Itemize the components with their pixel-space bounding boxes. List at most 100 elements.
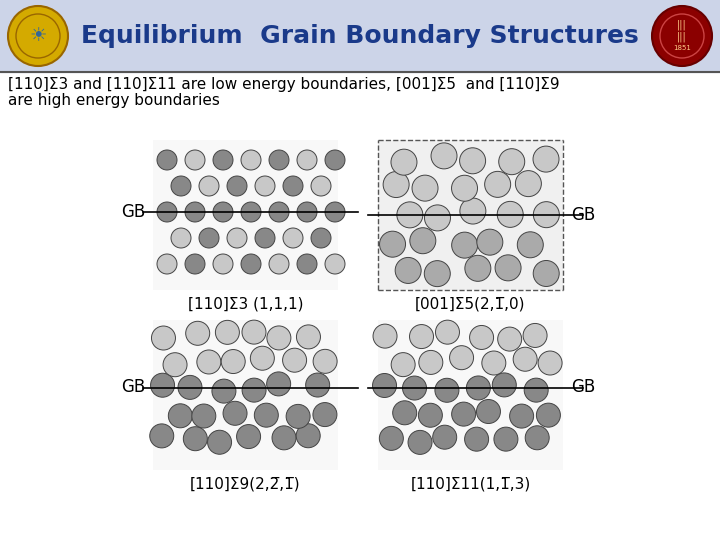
Circle shape — [536, 403, 560, 427]
Circle shape — [431, 143, 457, 169]
Circle shape — [171, 228, 191, 248]
Circle shape — [465, 255, 491, 281]
Circle shape — [510, 404, 534, 428]
Circle shape — [213, 150, 233, 170]
Circle shape — [282, 348, 307, 372]
Circle shape — [402, 376, 426, 400]
Circle shape — [477, 229, 503, 255]
Circle shape — [157, 150, 177, 170]
Circle shape — [297, 202, 317, 222]
Circle shape — [449, 346, 474, 370]
Text: GB: GB — [121, 203, 145, 221]
Circle shape — [297, 325, 320, 349]
Circle shape — [8, 6, 68, 66]
Circle shape — [373, 324, 397, 348]
Circle shape — [241, 254, 261, 274]
Circle shape — [221, 349, 246, 374]
Circle shape — [392, 401, 417, 425]
Circle shape — [251, 346, 274, 370]
Circle shape — [325, 202, 345, 222]
Text: [110]Σ9(2,2̅,1̅): [110]Σ9(2,2̅,1̅) — [190, 476, 301, 491]
Circle shape — [242, 320, 266, 344]
Circle shape — [517, 232, 544, 258]
Circle shape — [397, 202, 423, 228]
Text: GB: GB — [571, 379, 595, 396]
Circle shape — [433, 425, 456, 449]
Circle shape — [424, 261, 450, 287]
Text: |||
|||: ||| ||| — [677, 19, 687, 42]
Circle shape — [269, 150, 289, 170]
Circle shape — [178, 375, 202, 400]
Circle shape — [199, 176, 219, 196]
Text: are high energy boundaries: are high energy boundaries — [8, 92, 220, 107]
Circle shape — [412, 175, 438, 201]
Circle shape — [410, 325, 433, 348]
Circle shape — [283, 228, 303, 248]
Circle shape — [485, 171, 510, 197]
Circle shape — [269, 254, 289, 274]
Circle shape — [311, 228, 331, 248]
Circle shape — [171, 176, 191, 196]
Circle shape — [227, 176, 247, 196]
Circle shape — [199, 228, 219, 248]
Circle shape — [492, 373, 516, 397]
Circle shape — [272, 426, 296, 450]
Circle shape — [395, 258, 421, 284]
Circle shape — [151, 326, 176, 350]
Text: GB: GB — [121, 379, 145, 396]
Circle shape — [495, 255, 521, 281]
Circle shape — [269, 202, 289, 222]
Circle shape — [435, 379, 459, 402]
Circle shape — [391, 353, 415, 376]
Circle shape — [418, 403, 442, 427]
Circle shape — [498, 201, 523, 227]
Circle shape — [150, 424, 174, 448]
Circle shape — [283, 176, 303, 196]
Text: ☀: ☀ — [30, 26, 47, 45]
Circle shape — [451, 176, 477, 201]
Circle shape — [498, 327, 522, 351]
Circle shape — [436, 320, 459, 344]
Bar — [378, 140, 563, 290]
Bar — [0, 0, 720, 72]
Circle shape — [652, 6, 712, 66]
Circle shape — [311, 176, 331, 196]
Circle shape — [464, 427, 489, 451]
Circle shape — [410, 228, 436, 254]
Circle shape — [207, 430, 232, 454]
Circle shape — [525, 426, 549, 450]
Circle shape — [534, 260, 559, 287]
Circle shape — [469, 326, 494, 349]
Circle shape — [477, 400, 500, 423]
Circle shape — [286, 404, 310, 428]
Circle shape — [297, 150, 317, 170]
Circle shape — [197, 350, 221, 374]
Circle shape — [157, 202, 177, 222]
Circle shape — [372, 374, 397, 397]
Text: [110]Σ3 (1,1,1): [110]Σ3 (1,1,1) — [188, 296, 303, 312]
Circle shape — [267, 326, 291, 350]
Text: GB: GB — [571, 206, 595, 224]
Circle shape — [241, 202, 261, 222]
Circle shape — [494, 427, 518, 451]
Circle shape — [460, 198, 486, 224]
Circle shape — [150, 373, 174, 397]
Circle shape — [185, 254, 205, 274]
Circle shape — [383, 172, 409, 198]
Circle shape — [186, 321, 210, 345]
Text: [001]Σ5(2,1̅,0): [001]Σ5(2,1̅,0) — [415, 296, 526, 312]
Circle shape — [482, 351, 506, 375]
Circle shape — [192, 404, 216, 428]
Circle shape — [168, 404, 192, 428]
Circle shape — [538, 351, 562, 375]
Circle shape — [227, 228, 247, 248]
Circle shape — [296, 424, 320, 448]
Circle shape — [379, 231, 405, 257]
Circle shape — [523, 323, 547, 347]
Circle shape — [254, 403, 279, 427]
Circle shape — [467, 376, 490, 400]
Text: 1851: 1851 — [673, 45, 691, 51]
Circle shape — [534, 201, 559, 228]
Circle shape — [499, 148, 525, 174]
Bar — [378, 320, 563, 470]
